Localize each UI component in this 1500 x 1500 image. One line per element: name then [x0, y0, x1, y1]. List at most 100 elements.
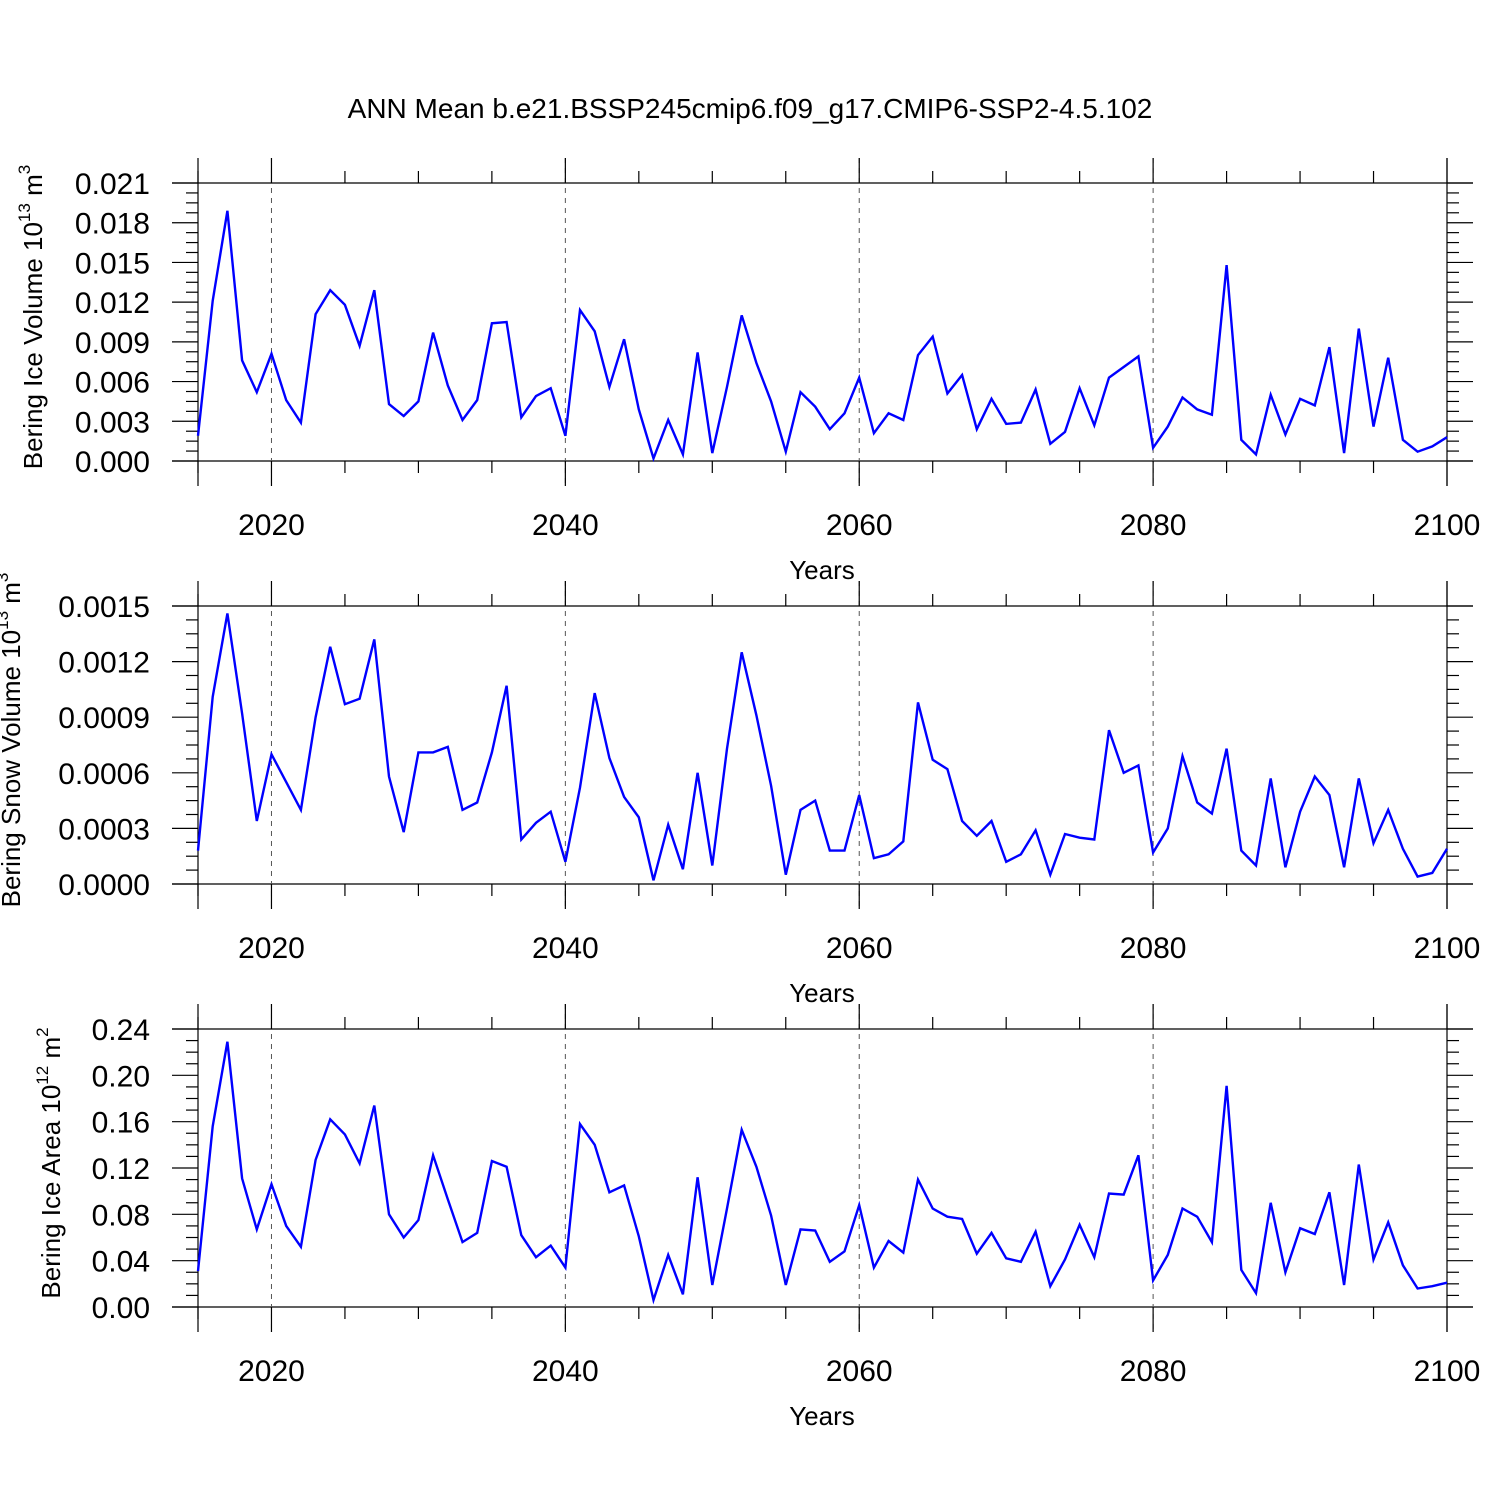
data-point	[872, 431, 876, 435]
data-point	[975, 834, 979, 838]
data-point	[1342, 451, 1346, 455]
data-point	[1313, 403, 1317, 407]
data-point	[960, 1217, 964, 1221]
data-point	[328, 645, 332, 649]
data-point	[1151, 446, 1155, 450]
data-point	[740, 650, 744, 654]
y-tick-label: 0.16	[92, 1107, 150, 1140]
data-point	[534, 394, 538, 398]
data-point	[1122, 771, 1126, 775]
data-point	[402, 414, 406, 418]
data-point	[1063, 1258, 1067, 1262]
data-point	[652, 456, 656, 460]
data-point	[1342, 1283, 1346, 1287]
y-tick-label: 0.20	[92, 1060, 150, 1093]
data-point	[887, 852, 891, 856]
data-point	[431, 1153, 435, 1157]
data-point	[387, 402, 391, 406]
data-point	[1386, 356, 1390, 360]
data-point	[534, 1255, 538, 1259]
data-point	[1078, 836, 1082, 840]
data-point	[1210, 413, 1214, 417]
y-tick-label: 0.12	[92, 1153, 150, 1186]
data-point	[1210, 1240, 1214, 1244]
data-point	[1019, 1260, 1023, 1264]
data-point	[196, 434, 200, 438]
y-tick-label: 0.0009	[58, 702, 150, 735]
data-point	[960, 819, 964, 823]
data-point	[240, 1176, 244, 1180]
data-point	[1225, 263, 1229, 267]
data-point	[1048, 1284, 1052, 1288]
figure-title: ANN Mean b.e21.BSSP245cmip6.f09_g17.CMIP…	[348, 93, 1153, 124]
series-line	[196, 613, 1449, 881]
data-point	[710, 863, 714, 867]
y-tick-label: 0.04	[92, 1246, 150, 1279]
chart-panel-2: 0.0000 0.0003 0.0006 0.0009 0.0012 0.0015 2020…	[0, 573, 1480, 1008]
data-point	[1269, 776, 1273, 780]
data-point	[681, 1292, 685, 1296]
data-point	[945, 1215, 949, 1219]
data-point	[622, 795, 626, 799]
y-axis-title-unit-exponent: 3	[15, 165, 34, 174]
y-tick-label: 0.0003	[58, 813, 150, 846]
data-point	[1269, 393, 1273, 397]
data-point	[1254, 1291, 1258, 1295]
data-point	[901, 418, 905, 422]
data-point	[681, 452, 685, 456]
data-point	[372, 637, 376, 641]
data-point	[1166, 826, 1170, 830]
data-point	[1327, 1190, 1331, 1194]
data-point	[945, 391, 949, 395]
data-point	[269, 1182, 273, 1186]
data-point	[740, 1128, 744, 1132]
data-point	[725, 1207, 729, 1211]
data-point	[828, 849, 832, 853]
data-point	[1401, 438, 1405, 442]
data-point	[358, 344, 362, 348]
y-tick-label: 0.0012	[58, 647, 150, 680]
data-point	[1078, 386, 1082, 390]
data-point	[314, 1158, 318, 1162]
data-point	[666, 1253, 670, 1257]
y-tick-label: 0.0015	[58, 591, 150, 624]
y-tick-label: 0.0000	[58, 869, 150, 902]
data-point	[431, 331, 435, 335]
chart-panel-1: 0.000 0.003 0.006 0.009 0.012 0.015 0.018 0.021…	[15, 158, 1480, 585]
data-point	[460, 1240, 464, 1244]
y-tick-label: 0.012	[75, 287, 150, 320]
y-tick-label: 0.009	[75, 327, 150, 360]
data-point	[696, 1175, 700, 1179]
data-point	[372, 288, 376, 292]
data-point	[519, 415, 523, 419]
data-point	[1313, 775, 1317, 779]
data-point	[843, 849, 847, 853]
data-point	[798, 808, 802, 812]
data-point	[1386, 808, 1390, 812]
data-point	[505, 320, 509, 324]
data-point	[1210, 812, 1214, 816]
data-point	[828, 427, 832, 431]
data-point	[887, 1239, 891, 1243]
data-point	[1342, 865, 1346, 869]
data-point	[637, 815, 641, 819]
data-point	[901, 1251, 905, 1255]
data-point	[1136, 763, 1140, 767]
data-point	[211, 299, 215, 303]
y-tick-label: 0.08	[92, 1199, 150, 1232]
data-point	[387, 775, 391, 779]
data-point	[1298, 810, 1302, 814]
data-point	[1357, 1163, 1361, 1167]
data-point	[931, 1207, 935, 1211]
data-point	[960, 373, 964, 377]
data-point	[1092, 838, 1096, 842]
data-point	[1166, 425, 1170, 429]
data-point	[1078, 1223, 1082, 1227]
data-point	[1269, 1201, 1273, 1205]
data-point	[1092, 423, 1096, 427]
data-point	[1136, 354, 1140, 358]
data-point	[255, 1227, 259, 1231]
data-point	[1430, 871, 1434, 875]
data-point	[1283, 865, 1287, 869]
